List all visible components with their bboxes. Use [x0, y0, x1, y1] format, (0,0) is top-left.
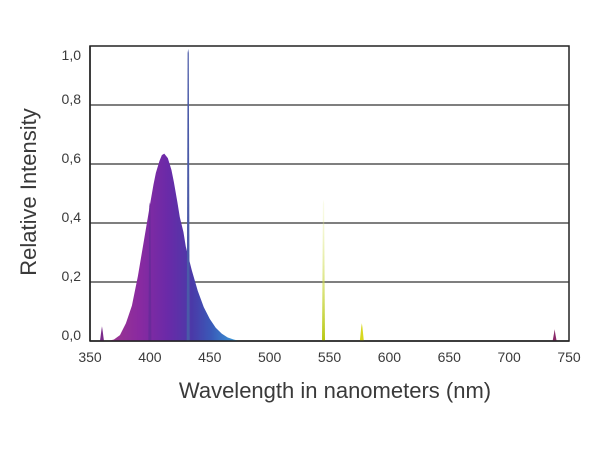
x-tick-label: 450 — [198, 349, 222, 365]
x-tick-label: 350 — [78, 349, 102, 365]
spike-400nm — [148, 202, 152, 341]
x-axis-title: Wavelength in nanometers (nm) — [179, 378, 491, 403]
spike-360nm — [99, 326, 104, 341]
x-tick-label: 650 — [438, 349, 462, 365]
spike-432nm — [186, 48, 190, 341]
spike-738nm — [552, 329, 557, 341]
y-tick-labels: 0,0 0,2 0,4 0,6 0,8 1,0 — [62, 47, 82, 343]
y-tick-label: 0,2 — [62, 268, 82, 284]
spectrum-area — [95, 153, 240, 341]
x-tick-label: 500 — [258, 349, 282, 365]
y-tick-label: 0,4 — [62, 209, 82, 225]
y-tick-label: 1,0 — [62, 47, 82, 63]
emission-spikes — [99, 48, 557, 341]
x-tick-labels: 350 400 450 500 550 600 650 700 750 — [78, 349, 581, 365]
x-tick-label: 600 — [378, 349, 402, 365]
x-tick-label: 400 — [138, 349, 162, 365]
x-tick-label: 550 — [318, 349, 342, 365]
x-tick-label: 750 — [557, 349, 581, 365]
y-tick-label: 0,0 — [62, 327, 82, 343]
spike-545nm — [322, 199, 326, 341]
spike-577nm — [359, 323, 364, 341]
y-axis-title: Relative Intensity — [16, 108, 41, 276]
y-tick-label: 0,6 — [62, 150, 82, 166]
x-tick-label: 700 — [497, 349, 521, 365]
y-tick-label: 0,8 — [62, 91, 82, 107]
